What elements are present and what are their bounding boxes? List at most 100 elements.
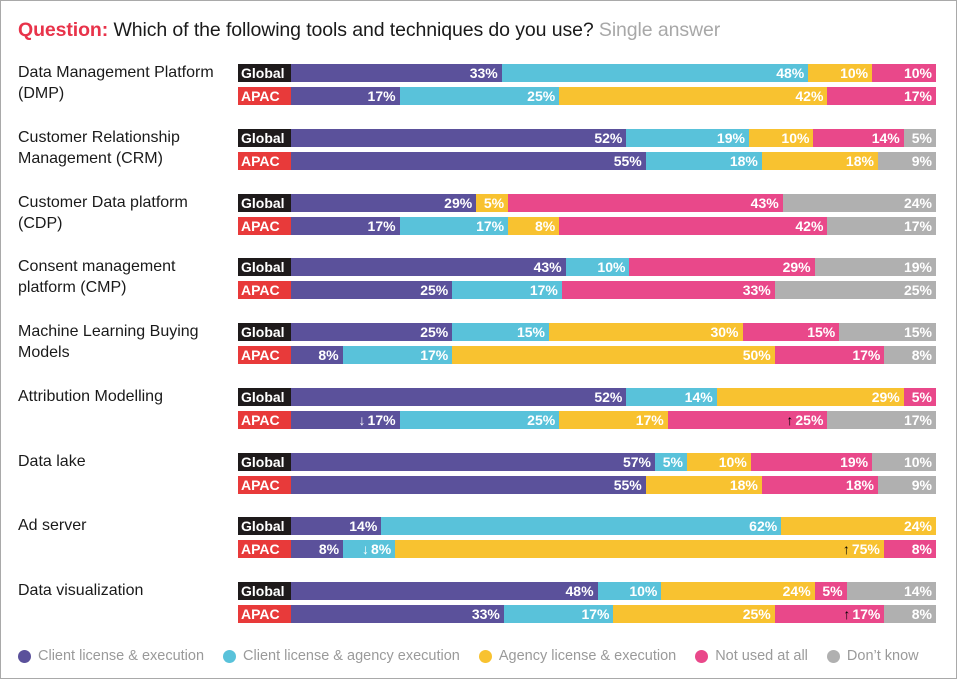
data-label: 17% <box>903 88 932 104</box>
bar-row-apac: APAC 25% 17% 33% 25% <box>238 281 936 300</box>
data-label: 5% <box>911 388 932 405</box>
legend-dot-icon <box>826 649 840 663</box>
data-label: 62% <box>749 518 778 535</box>
region-tag-global: Global <box>238 258 291 277</box>
data-label: 33% <box>471 606 500 622</box>
bar-segment-client-license-agency-execution: 25% <box>399 410 560 429</box>
data-label: 55% <box>613 476 642 493</box>
bar-row-apac: APAC 17% 25% 42% 17% <box>238 87 936 105</box>
data-label: 25% <box>527 88 556 104</box>
bar-row-global: Global 57% 5% 10% 19% 10% <box>238 452 936 471</box>
bar-segment-client-license-execution: 8% <box>291 346 343 364</box>
data-label: 18% <box>845 476 874 493</box>
data-label: 24% <box>903 518 932 535</box>
data-label: 48% <box>776 65 805 81</box>
legend-item: Client license & execution <box>18 648 204 664</box>
arrow-up-icon: ↑ <box>786 411 794 428</box>
data-label: 17% <box>367 88 396 104</box>
bar-segment-dont-know: 9% <box>877 475 936 494</box>
bar-segment-client-license-execution: 8% <box>291 540 344 559</box>
data-label: 24% <box>903 194 932 211</box>
bar-row-global: Global 29% 5% 43% 24% <box>238 193 936 212</box>
bar-row-apac: APAC ↓ 17% 25% 17% ↑ 25% 17% <box>238 410 936 429</box>
data-label: 10% <box>718 453 747 470</box>
legend-label: Client license & execution <box>38 648 205 664</box>
bar-segment-client-license-agency-execution: 19% <box>626 128 749 147</box>
bar-segment-client-license-agency-execution: 17% <box>503 605 614 623</box>
bar-segment-agency-license-execution: 10% <box>808 64 873 82</box>
bar-segment-client-license-agency-execution: 62% <box>381 517 782 536</box>
bar-segment-dont-know: 19% <box>814 258 936 277</box>
data-label: 75% <box>851 541 880 558</box>
bar-row-apac: APAC 33% 17% 25% ↑ 17% 8% <box>238 605 936 623</box>
data-label: 5% <box>822 583 843 599</box>
bar-row-global: Global 48% 10% 24% 5% 14% <box>238 582 936 600</box>
bar-segment-client-license-agency-execution: ↓ 8% <box>343 540 396 559</box>
data-label: 42% <box>795 217 824 234</box>
data-label: 17% <box>852 606 881 622</box>
category-label: Ad server <box>18 517 87 535</box>
legend-dot-icon <box>478 649 492 663</box>
bar-segment-client-license-execution: 52% <box>291 128 627 147</box>
bar-segment-client-license-execution: 29% <box>291 193 477 212</box>
data-label: 14% <box>684 388 713 405</box>
bar-row-apac: APAC 17% 17% 8% 42% 17% <box>238 216 936 235</box>
bar-segment-dont-know: 8% <box>884 605 936 623</box>
region-tag-apac: APAC <box>238 540 291 559</box>
data-label: 19% <box>840 453 869 470</box>
data-label: 14% <box>349 518 378 535</box>
data-label: 33% <box>469 65 498 81</box>
bar-segment-agency-license-execution: 30% <box>549 323 743 341</box>
region-tag-apac: APAC <box>238 410 291 429</box>
data-label: 9% <box>911 476 932 493</box>
bar-segment-client-license-execution: 25% <box>291 323 453 341</box>
category-label: Attribution Modelling <box>18 387 163 405</box>
bar-segment-client-license-agency-execution: 14% <box>626 387 717 406</box>
data-label: 9% <box>911 152 932 169</box>
bar-segment-dont-know: 5% <box>903 128 936 147</box>
legend-item: Not used at all <box>695 648 808 664</box>
bar-segment-dont-know: 15% <box>839 323 936 341</box>
data-label: 8% <box>318 347 339 363</box>
bar-segment-not-used: 5% <box>814 582 847 600</box>
legend-label: Agency license & execution <box>498 648 677 664</box>
region-tag-global: Global <box>238 452 291 471</box>
data-label: 25% <box>903 282 932 299</box>
data-label: 8% <box>911 347 932 363</box>
bar-segment-dont-know: 17% <box>827 216 936 235</box>
category-label: Data Management Platform (DMP) <box>18 64 214 102</box>
region-tag-global: Global <box>238 193 291 212</box>
bar-segment-not-used: ↑ 25% <box>667 410 828 429</box>
question-text: Which of the following tools and techniq… <box>113 19 594 41</box>
legend-label: Client license & agency execution <box>243 648 460 664</box>
bar-segment-agency-license-execution: 17% <box>559 410 668 429</box>
bar-segment-client-license-execution: 43% <box>291 258 566 277</box>
category-label: Data lake <box>18 452 86 470</box>
legend-dot-icon <box>18 649 31 663</box>
bar-segment-not-used: 17% <box>774 346 885 364</box>
region-tag-apac: APAC <box>238 87 291 105</box>
data-label: 15% <box>807 324 836 340</box>
data-label: 10% <box>903 65 932 81</box>
bar-segment-client-license-agency-execution: 10% <box>565 258 630 277</box>
bar-segment-client-license-execution: 48% <box>291 582 598 600</box>
bar-segment-client-license-agency-execution: 15% <box>452 323 549 341</box>
data-label: 5% <box>483 194 505 211</box>
bar-segment-not-used: 10% <box>872 64 936 82</box>
category-label: Machine Learning Buying Models <box>18 323 199 361</box>
bar-row-apac: APAC 55% 18% 18% 9% <box>238 151 936 170</box>
bar-segment-client-license-agency-execution: 17% <box>399 216 509 235</box>
data-label: 17% <box>635 411 664 428</box>
region-tag-apac: APAC <box>238 346 291 364</box>
data-label: 17% <box>903 411 932 428</box>
data-label: 8% <box>370 541 392 558</box>
bar-segment-agency-license-execution: 8% <box>508 216 560 235</box>
region-tag-global: Global <box>238 64 291 82</box>
bar-segment-not-used: 42% <box>559 216 828 235</box>
data-label: 18% <box>729 476 758 493</box>
bar-row-global: Global 52% 19% 10% 14% 5% <box>238 128 936 147</box>
region-tag-apac: APAC <box>238 475 291 494</box>
bar-segment-client-license-execution: 57% <box>291 452 655 471</box>
data-label: 29% <box>871 388 900 405</box>
data-label: 55% <box>613 152 642 169</box>
